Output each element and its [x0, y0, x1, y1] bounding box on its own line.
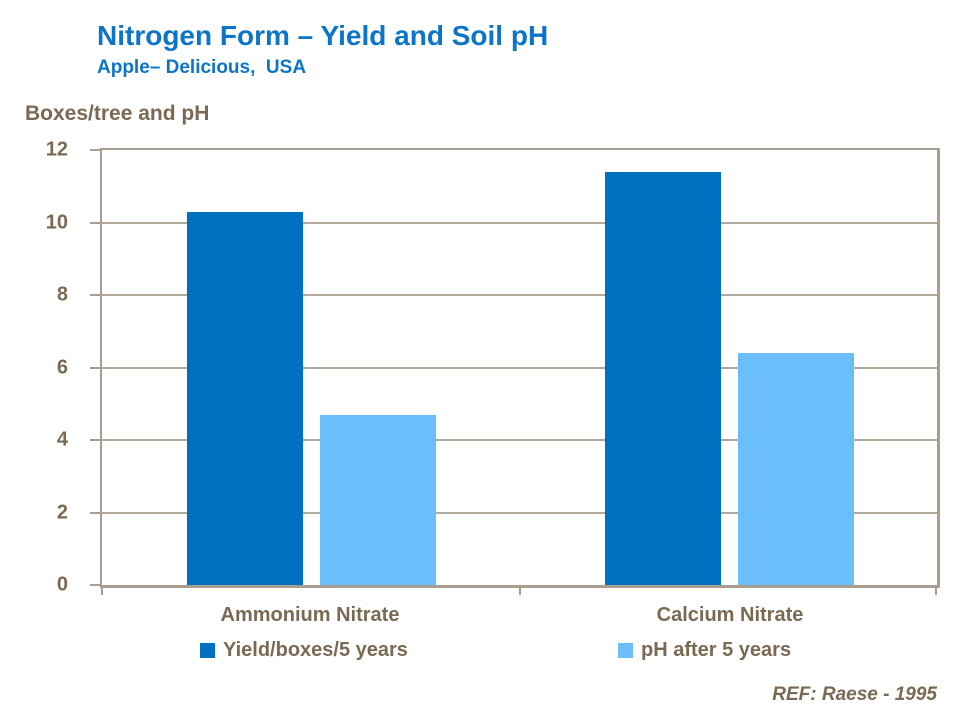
- legend-swatch-yield-icon: [200, 643, 215, 658]
- y-tick-mark: [90, 221, 102, 224]
- y-tick-label-0: 0: [56, 573, 68, 596]
- y-tick-label-6: 6: [56, 356, 68, 378]
- bar-yield-calcium-nitrate: [604, 171, 721, 585]
- y-tick-label-10: 10: [45, 211, 68, 233]
- category-label-ammonium-nitrate: Ammonium Nitrate: [220, 604, 400, 626]
- y-tick-mark: [90, 439, 102, 441]
- legend-swatch-ph-icon: [618, 643, 633, 658]
- y-tick-mark: [90, 584, 102, 586]
- category-label-calcium-nitrate: Calcium Nitrate: [656, 604, 804, 626]
- y-tick-mark: [90, 149, 102, 151]
- gridline-6: [102, 366, 937, 369]
- legend-label-ph: pH after 5 years: [641, 639, 792, 661]
- bar-yield-ammonium-nitrate: [187, 211, 303, 585]
- x-tick-mark: [935, 585, 937, 595]
- y-tick-mark: [90, 511, 102, 514]
- y-tick-label-2: 2: [56, 501, 68, 523]
- y-axis-title: Boxes/tree and pH: [25, 102, 210, 125]
- chart-subtitle: Apple– Delicious, USA: [97, 57, 307, 78]
- gridline-4: [102, 439, 937, 441]
- x-tick-mark: [518, 585, 521, 595]
- legend-item-ph: pH after 5 years: [618, 639, 791, 662]
- gridline-8: [102, 294, 937, 296]
- chart-title: Nitrogen Form – Yield and Soil pH: [97, 20, 549, 51]
- bar-ph-after-5-years-calcium-nitrate: [737, 353, 854, 585]
- legend-label-yield: Yield/boxes/5 years: [223, 639, 408, 661]
- y-tick-mark: [90, 366, 102, 369]
- y-tick-label-4: 4: [56, 428, 68, 451]
- reference-text: REF: Raese - 1995: [772, 684, 937, 705]
- y-tick-label-8: 8: [56, 283, 68, 306]
- gridline-2: [102, 511, 937, 514]
- plot-area: [100, 148, 940, 588]
- legend-item-yield: Yield/boxes/5 years: [200, 639, 408, 662]
- y-tick-mark: [90, 294, 102, 296]
- gridline-10: [102, 221, 937, 224]
- bar-ph-after-5-years-ammonium-nitrate: [320, 414, 436, 585]
- y-tick-label-12: 12: [45, 138, 68, 161]
- x-tick-mark: [101, 585, 103, 595]
